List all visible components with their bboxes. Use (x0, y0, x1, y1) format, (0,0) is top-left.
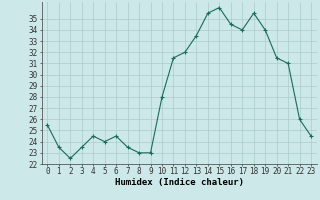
X-axis label: Humidex (Indice chaleur): Humidex (Indice chaleur) (115, 178, 244, 187)
